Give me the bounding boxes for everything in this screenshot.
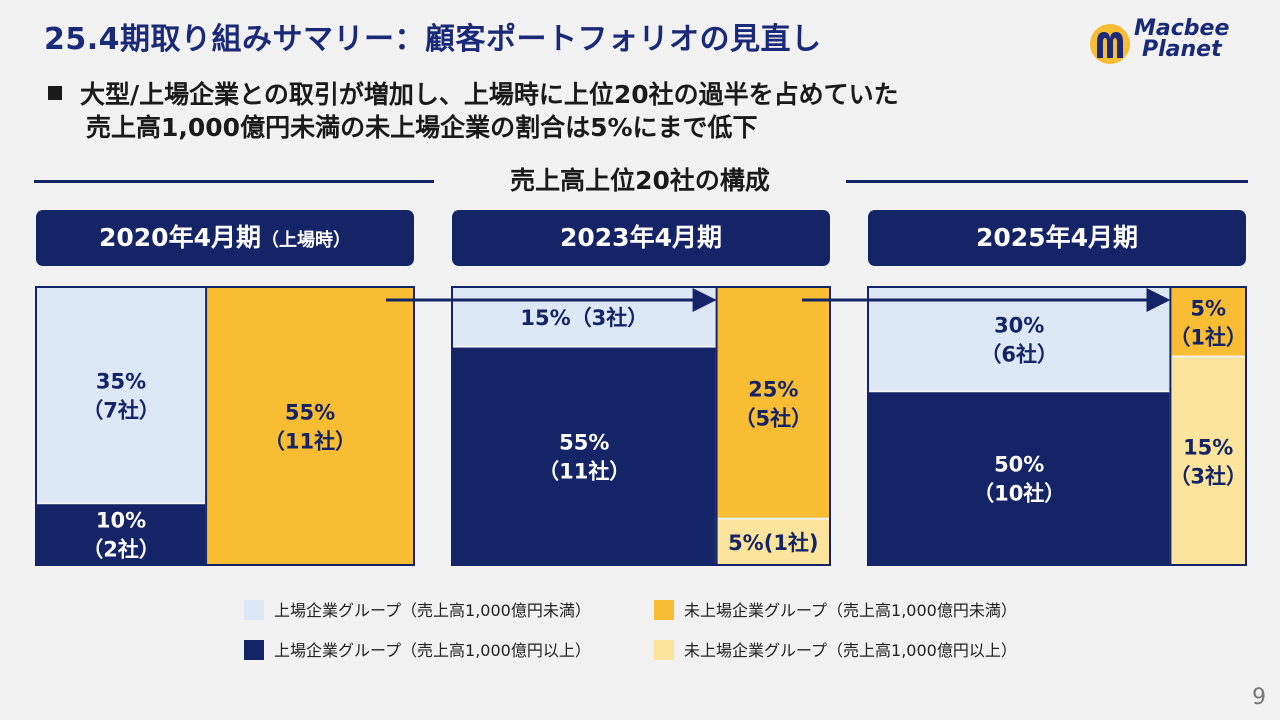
bar-listed-under-1000-label: 15%（3社）: [520, 306, 648, 330]
period-header-2023: 2023年4月期: [452, 210, 830, 266]
legend-label: 未上場企業グループ（売上高1,000億円以上）: [684, 641, 1017, 660]
bar-listed-under-1000: [869, 288, 1170, 391]
bar-listed-over-1000-label: 55%: [559, 430, 609, 454]
bar-unlisted-under-1000: [207, 288, 413, 564]
bar-group-2: 30% （6社） 50% （10社） 5% （1社） 15% （3社）: [867, 286, 1247, 566]
bar-group-frame: [35, 286, 415, 566]
period-label: 2020年4月期: [99, 223, 261, 252]
bar-group-0: 35% （7社） 10% （2社） 55% （11社）: [35, 286, 415, 566]
bar-unlisted-under-1000-label: （5社）: [734, 406, 812, 430]
bar-listed-over-1000: [37, 504, 206, 564]
page-title: 25.4期取り組みサマリー：顧客ポートフォリオの見直し: [44, 22, 822, 57]
logo-text-line2: Planet: [1142, 37, 1222, 62]
bar-listed-over-1000-label: 50%: [994, 453, 1044, 477]
bar-listed-over-1000-label: （10社）: [973, 482, 1065, 506]
legend-item-listed-under: 上場企業グループ（売上高1,000億円未満）: [244, 597, 591, 621]
bar-listed-under-1000-label: （7社）: [82, 399, 160, 423]
bar-unlisted-under-1000-label: 55%: [285, 401, 335, 425]
bar-listed-over-1000: [869, 392, 1170, 564]
bar-group-1: 15%（3社） 55% （11社） 25% （5社） 5%(1社): [451, 286, 831, 566]
legend-label: 未上場企業グループ（売上高1,000億円未満）: [684, 601, 1017, 620]
page-number: 9: [1252, 685, 1266, 710]
bar-unlisted-over-1000-label: 15%: [1183, 435, 1233, 459]
section-title: 売上高上位20社の構成: [434, 163, 846, 199]
period-label: 2025年4月期: [976, 223, 1138, 252]
legend-swatch: [654, 640, 674, 660]
company-logo: Macbee Planet: [1088, 18, 1258, 70]
period-label: 2023年4月期: [560, 223, 722, 252]
bar-unlisted-over-1000-label: 5%(1社): [728, 531, 818, 555]
divider-right: [846, 180, 1248, 183]
bar-unlisted-under-1000: [717, 288, 829, 518]
bar-listed-over-1000-label: 10%: [96, 509, 146, 533]
bar-listed-under-1000-label: 35%: [96, 370, 146, 394]
bar-listed-over-1000: [453, 347, 716, 564]
period-sub-label: （上場時）: [260, 230, 351, 251]
bullet-square-icon: [48, 86, 62, 100]
bar-group-frame: [867, 286, 1247, 566]
bar-listed-under-1000: [37, 288, 206, 503]
legend-item-listed-over: 上場企業グループ（売上高1,000億円以上）: [244, 637, 591, 661]
bar-unlisted-under-1000-label: 5%: [1190, 296, 1226, 320]
legend-label: 上場企業グループ（売上高1,000億円以上）: [274, 641, 591, 660]
legend-label: 上場企業グループ（売上高1,000億円未満）: [274, 601, 591, 620]
bar-unlisted-over-1000: [1171, 357, 1245, 564]
divider-left: [34, 180, 434, 183]
period-header-2020: 2020年4月期（上場時）: [36, 210, 414, 266]
legend-item-unlisted-under: 未上場企業グループ（売上高1,000億円未満）: [654, 597, 1017, 621]
legend-swatch: [654, 600, 674, 620]
bar-unlisted-under-1000-label: 25%: [748, 377, 798, 401]
logo-mark-icon: [1090, 24, 1130, 64]
logo-text: Macbee Planet: [1134, 16, 1230, 62]
logo-text-line1: Macbee: [1134, 16, 1230, 41]
bar-listed-over-1000-label: （2社）: [82, 538, 160, 562]
bar-unlisted-over-1000-label: （3社）: [1169, 464, 1247, 488]
lead-line1: 大型/上場企業との取引が増加し、上場時に上位20社の過半を占めていた: [80, 80, 899, 109]
bar-listed-over-1000-label: （11社）: [538, 459, 630, 483]
lead-text: 大型/上場企業との取引が増加し、上場時に上位20社の過半を占めていた 売上高1,…: [48, 78, 899, 144]
bar-group-frame: [451, 286, 831, 566]
bar-unlisted-under-1000: [1171, 288, 1245, 356]
period-header-2025: 2025年4月期: [868, 210, 1246, 266]
bar-unlisted-over-1000: [717, 519, 829, 564]
lead-line2: 売上高1,000億円未満の未上場企業の割合は5%にまで低下: [86, 113, 758, 142]
legend-swatch: [244, 600, 264, 620]
legend-swatch: [244, 640, 264, 660]
bar-listed-under-1000: [453, 288, 716, 346]
bar-listed-under-1000-label: 30%: [994, 314, 1044, 338]
bar-unlisted-under-1000-label: （11社）: [264, 430, 356, 454]
bar-listed-under-1000-label: （6社）: [980, 343, 1058, 367]
bar-unlisted-under-1000-label: （1社）: [1169, 325, 1247, 349]
legend-item-unlisted-over: 未上場企業グループ（売上高1,000億円以上）: [654, 637, 1017, 661]
